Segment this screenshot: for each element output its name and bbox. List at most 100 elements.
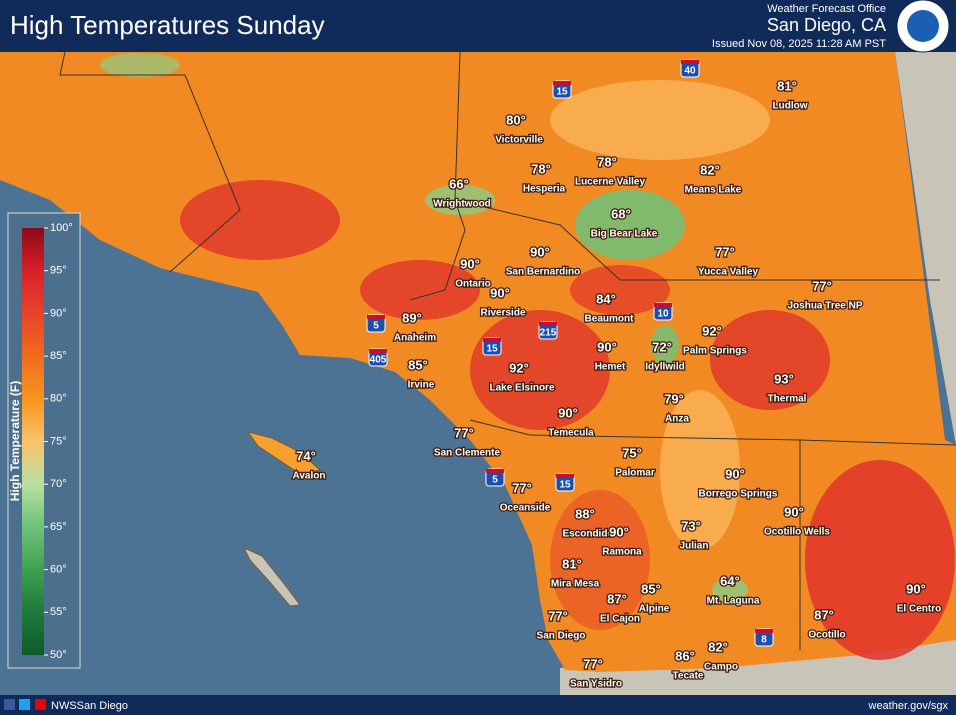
city-name: Borrego Springs [699,489,778,500]
city-name: El Cajon [600,614,640,625]
catalina-island [246,431,322,475]
city-temp: 90° [725,466,745,481]
city-temp: 82° [700,162,720,177]
city-temp: 78° [531,161,551,176]
city-temp: 86° [675,648,695,663]
city-name: Ocotillo [808,630,845,641]
city-temp: 85° [408,357,428,372]
city-temp: 73° [681,518,701,533]
title: High Temperatures Sunday [10,10,325,40]
city-name: San Bernardino [506,267,580,278]
highway-number: 10 [657,309,669,320]
city-name: Ocotillo Wells [764,527,830,538]
legend-tick-label: 60° [50,564,67,576]
issued: Issued Nov 08, 2025 11:28 AM PST [712,38,886,50]
city-name: San Clemente [434,448,501,459]
city-name: Idyllwild [645,362,684,373]
heat-areas [100,53,955,660]
city-temp: 75° [622,445,642,460]
city-temp: 90° [460,256,480,271]
city-name: Campo [704,662,738,673]
san-clemente-island [242,546,301,607]
city-temp: 90° [906,581,926,596]
city-name: Victorville [495,135,543,146]
city-name: Hesperia [523,184,566,195]
city-name: Wrightwood [433,199,491,210]
city-name: Palomar [615,468,655,479]
city-temp: 77° [715,244,735,259]
highway-number: 5 [492,475,498,486]
city-temp: 77° [548,608,568,623]
highway-number: 40 [684,66,696,77]
city-name: Yucca Valley [698,267,758,278]
header-bar [0,0,956,52]
legend-title: High Temperature (F) [8,381,22,501]
highway-number: 5 [373,321,379,332]
terrain [895,52,956,445]
highway-shield-top [755,629,773,633]
city-temp: 87° [814,607,834,622]
facebook-icon[interactable] [4,699,15,710]
city-temp: 66° [449,176,469,191]
highway-shield-top [483,338,501,342]
city-name: Mt. Laguna [707,596,760,607]
city-name: Ontario [455,279,491,290]
city-temp: 82° [708,639,728,654]
city-temp: 92° [509,360,529,375]
city-name: Big Bear Lake [591,229,658,240]
city-temp: 77° [812,278,832,293]
city-name: Riverside [480,308,525,319]
city-temp: 90° [597,339,617,354]
highway-shield-top [681,60,699,64]
city-temp: 68° [611,206,631,221]
city-name: Anaheim [394,333,436,344]
city-temp: 88° [575,506,595,521]
city-name: Mira Mesa [551,579,600,590]
city-name: San Ysidro [570,679,622,690]
city-temp: 90° [784,504,804,519]
highway-shield-top [486,469,504,473]
highway-number: 405 [370,355,387,366]
city-name: Lake Elsinore [489,383,554,394]
highway-number: 15 [486,344,498,355]
legend-colorbar [22,228,44,655]
city-name: Irvine [408,380,435,391]
highway-number: 15 [556,87,568,98]
social-handle: NWSSan Diego [51,700,128,712]
city-name: Ludlow [773,101,808,112]
city-temp: 64° [720,573,740,588]
footer-bar [0,695,956,715]
city-name: Avalon [293,471,326,482]
twitter-icon[interactable] [19,699,30,710]
legend-tick-label: 90° [50,307,67,319]
legend-tick-label: 80° [50,393,67,405]
city-temp: 77° [512,480,532,495]
city-name: Joshua Tree NP [787,301,862,312]
city-temp: 77° [454,425,474,440]
city-temp: 93° [774,371,794,386]
city-temp: 81° [777,78,797,93]
city-name: Thermal [768,394,807,405]
website: weather.gov/sgx [868,700,949,712]
city-temp: 92° [702,323,722,338]
city-name: San Diego [537,631,586,642]
highway-shield-top [654,303,672,307]
city-name: Alpine [639,604,670,615]
city-temp: 90° [530,244,550,259]
city-temp: 74° [296,448,316,463]
city-name: Escondido [562,529,613,540]
legend-tick-label: 100° [50,222,73,234]
legend-tick-label: 50° [50,649,67,661]
city-temp: 87° [607,591,627,606]
city-name: Tecate [673,671,704,682]
city-temp: 79° [664,391,684,406]
youtube-icon[interactable] [35,699,46,710]
city-temp: 90° [490,285,510,300]
legend-tick-label: 85° [50,350,67,362]
legend-tick-label: 70° [50,478,67,490]
city-temp: 90° [558,405,578,420]
city-name: Anza [665,414,689,425]
highway-shield-top [556,474,574,478]
city-temp: 90° [609,524,629,539]
